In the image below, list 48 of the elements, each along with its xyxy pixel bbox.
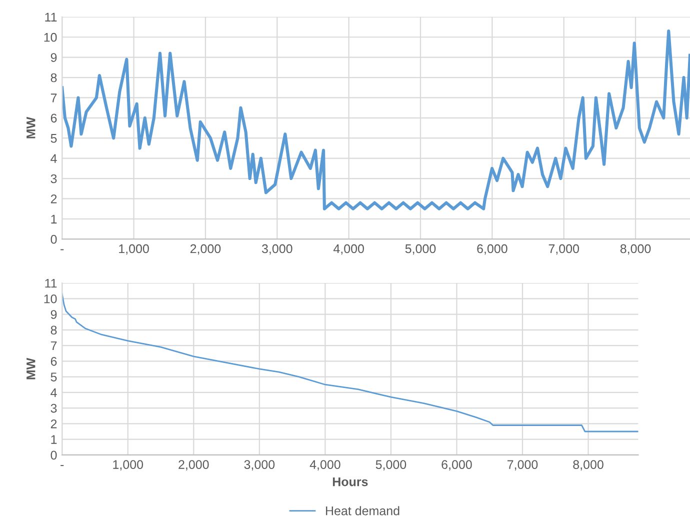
y-tick-label: 6 <box>50 114 57 123</box>
x-tick-label: 1,000 <box>119 244 149 255</box>
x-tick-label: 4,000 <box>333 244 364 255</box>
y-tick-label: 2 <box>50 194 57 204</box>
x-tick-label: 3,000 <box>262 244 292 255</box>
y-tick-label: 7 <box>50 94 57 102</box>
y-tick-label: 7 <box>50 341 57 350</box>
y-tick-label: 4 <box>50 154 57 163</box>
y-tick-label: 0 <box>50 450 57 460</box>
y-tick-label: 8 <box>50 73 57 82</box>
x-tick-label: 7,000 <box>507 460 538 470</box>
line-series <box>62 293 638 432</box>
y-tick-label: 1 <box>51 435 57 444</box>
x-tick-label: 8,000 <box>620 244 651 255</box>
y-tick-label: 9 <box>50 310 57 319</box>
x-tick-label: 7,000 <box>548 244 579 255</box>
x-tick-label: 4,000 <box>310 460 340 470</box>
x-tick-label: 5,000 <box>376 460 406 470</box>
y-tick-label: 0 <box>50 234 57 244</box>
x-axis-title: Hours <box>332 477 368 486</box>
x-tick-label: 6,000 <box>477 244 508 255</box>
y-tick-label: 4 <box>50 388 57 397</box>
y-tick-label: 5 <box>50 134 57 143</box>
legend-label: Heat demand <box>326 506 400 516</box>
y-axis-title: MW <box>26 358 36 380</box>
x-tick-label: 2,000 <box>190 244 221 255</box>
y-tick-label: 5 <box>50 372 57 382</box>
x-tick-label: 8,000 <box>573 460 604 470</box>
x-tick-label: 1,000 <box>113 460 144 470</box>
y-tick-label: 1 <box>51 214 57 224</box>
x-tick-label: 5,000 <box>405 244 436 255</box>
x-tick-label: - <box>60 249 64 250</box>
y-tick-label: 10 <box>44 32 57 42</box>
y-tick-label: 3 <box>50 404 57 413</box>
y-tick-label: 10 <box>44 294 57 304</box>
x-tick-label: 2,000 <box>178 460 209 470</box>
y-tick-label: 8 <box>50 326 57 335</box>
y-axis-title: MW <box>26 116 36 138</box>
y-tick-label: 11 <box>45 12 57 22</box>
y-tick-label: 11 <box>45 278 57 288</box>
line-series <box>62 30 690 210</box>
y-tick-label: 6 <box>50 356 57 366</box>
x-tick-label: 3,000 <box>244 460 275 470</box>
y-tick-label: 3 <box>50 174 57 184</box>
x-tick-label: - <box>60 465 64 466</box>
y-tick-label: 9 <box>50 53 57 62</box>
y-tick-label: 2 <box>50 419 57 428</box>
x-tick-label: 6,000 <box>442 460 472 470</box>
